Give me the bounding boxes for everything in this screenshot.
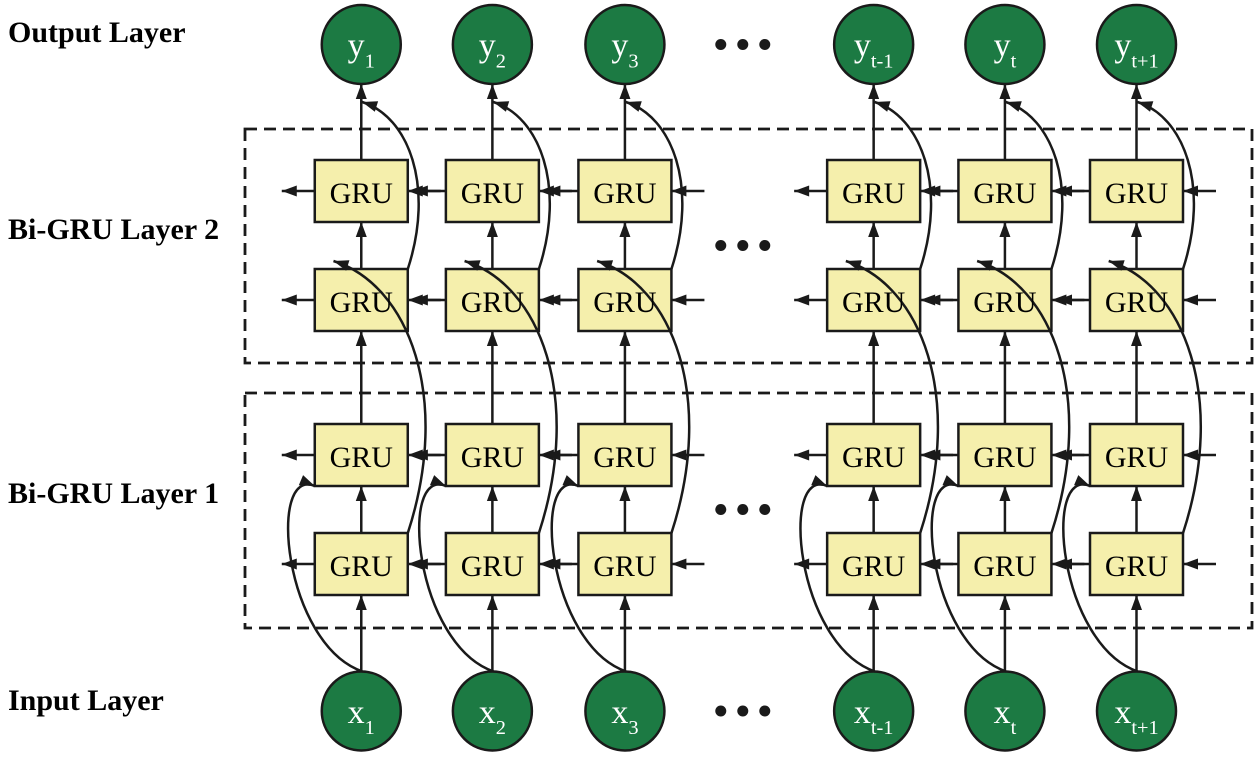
svg-text:GRU: GRU	[842, 550, 906, 583]
svg-text:GRU: GRU	[593, 177, 657, 210]
svg-text:GRU: GRU	[1105, 177, 1169, 210]
svg-text:GRU: GRU	[1105, 550, 1169, 583]
svg-text:GRU: GRU	[593, 286, 657, 319]
svg-text:GRU: GRU	[461, 177, 525, 210]
svg-text:GRU: GRU	[330, 550, 394, 583]
svg-text:GRU: GRU	[593, 550, 657, 583]
svg-text:GRU: GRU	[593, 441, 657, 474]
svg-text:GRU: GRU	[461, 441, 525, 474]
svg-text:GRU: GRU	[1105, 441, 1169, 474]
svg-text:GRU: GRU	[330, 177, 394, 210]
svg-text:GRU: GRU	[842, 441, 906, 474]
svg-text:GRU: GRU	[842, 286, 906, 319]
svg-text:GRU: GRU	[973, 441, 1037, 474]
svg-text:GRU: GRU	[1105, 286, 1169, 319]
svg-text:GRU: GRU	[973, 550, 1037, 583]
svg-text:GRU: GRU	[461, 286, 525, 319]
svg-text:GRU: GRU	[330, 441, 394, 474]
svg-text:GRU: GRU	[973, 177, 1037, 210]
svg-text:GRU: GRU	[973, 286, 1037, 319]
svg-text:GRU: GRU	[842, 177, 906, 210]
svg-text:GRU: GRU	[330, 286, 394, 319]
svg-text:GRU: GRU	[461, 550, 525, 583]
